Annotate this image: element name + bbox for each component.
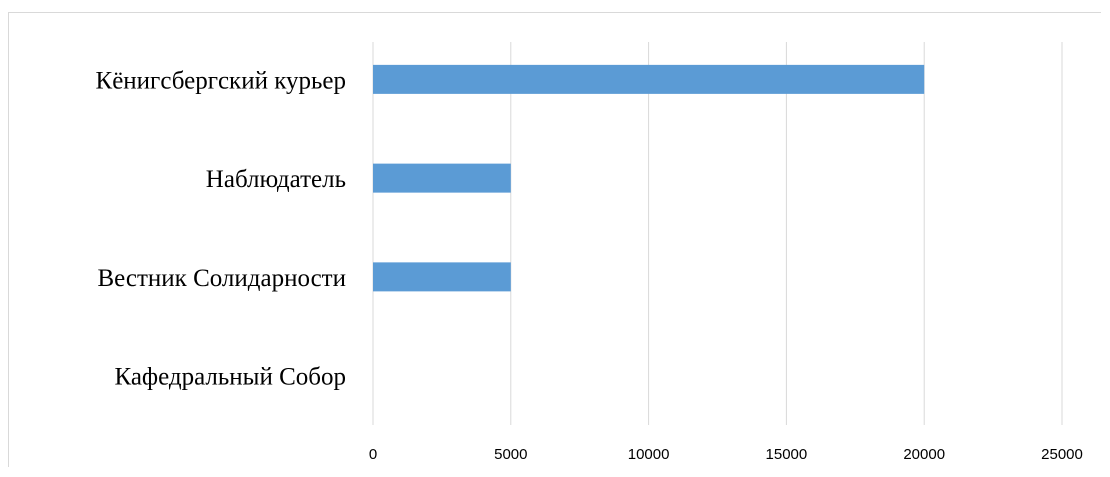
x-tick-label-5: 25000 — [1041, 446, 1083, 463]
x-tick-label-1: 5000 — [494, 446, 527, 463]
x-tick-label-2: 10000 — [628, 446, 670, 463]
category-label-0: Кёнигсбергский курьер — [96, 67, 346, 94]
x-tick-labels: 0 5000 10000 15000 20000 25000 — [369, 446, 1083, 463]
bar-1 — [373, 163, 511, 193]
x-tick-label-0: 0 — [369, 446, 377, 463]
category-label-3: Кафедральный Собор — [114, 364, 346, 391]
chart-frame — [8, 12, 1101, 467]
category-label-1: Наблюдатель — [206, 166, 346, 193]
category-label-2: Вестник Солидарности — [98, 265, 347, 292]
bar-2 — [373, 262, 511, 292]
gridlines — [372, 42, 1063, 425]
x-tick-label-3: 15000 — [766, 446, 808, 463]
x-tick-label-4: 20000 — [903, 446, 945, 463]
bars — [373, 64, 925, 292]
category-labels: Кёнигсбергский курьер Наблюдатель Вестник … — [96, 67, 346, 390]
bar-0 — [373, 64, 925, 94]
